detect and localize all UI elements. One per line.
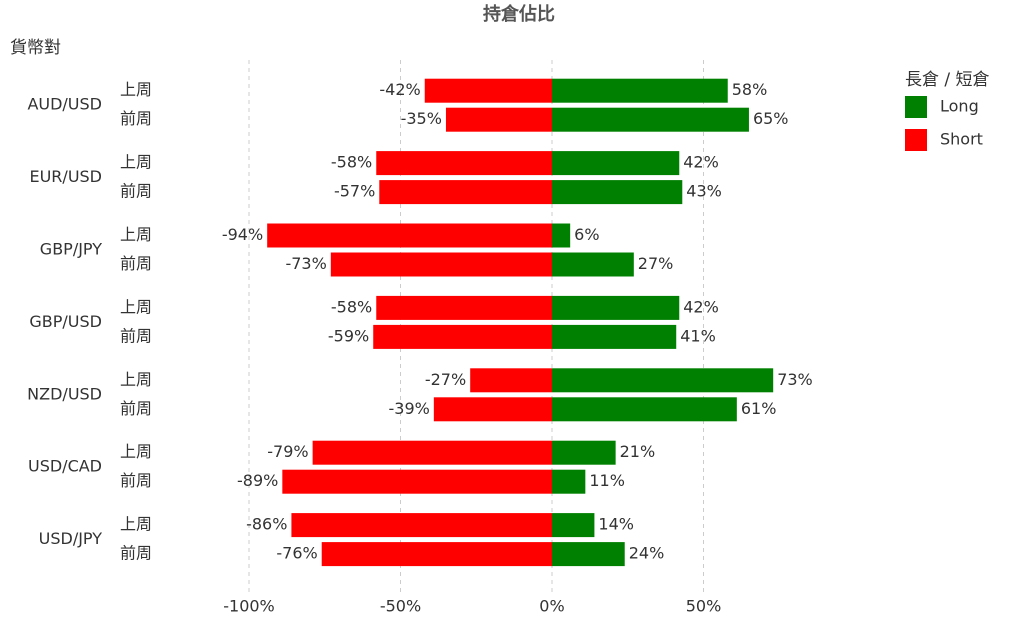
value-label: 42% [683,153,719,172]
period-label: 上周 [120,442,152,461]
bar [373,324,552,349]
period-label: 上周 [120,80,152,99]
x-tick-label: 50% [686,597,722,616]
bar [424,78,552,103]
period-label: 前周 [120,182,152,201]
bar [552,180,683,205]
bar [552,151,680,176]
value-label: 24% [629,544,665,563]
x-tick-label: -100% [223,597,275,616]
value-label: -59% [328,326,369,345]
value-label: -94% [222,225,263,244]
value-label: 73% [777,370,813,389]
category-label: AUD/USD [27,95,102,114]
category-label: EUR/USD [29,167,102,186]
x-tick-label: -50% [380,597,421,616]
period-label: 前周 [120,471,152,490]
value-label: -27% [425,370,466,389]
bar [552,223,571,248]
period-label: 前周 [120,544,152,563]
value-label: -79% [267,442,308,461]
bar [312,440,552,465]
value-label: -58% [331,297,372,316]
value-label: -73% [285,254,326,273]
legend-title: 長倉 / 短倉 [905,70,990,90]
bar [376,151,552,176]
bar [433,397,552,422]
value-label: -58% [331,153,372,172]
bar [552,78,728,103]
period-label: 上周 [120,153,152,172]
value-label: 42% [683,297,719,316]
bar [445,107,552,132]
value-label: -42% [379,80,420,99]
value-label: 65% [753,109,789,128]
legend-swatch [905,129,927,151]
bar [321,542,552,567]
period-label: 前周 [120,399,152,418]
period-label: 前周 [120,109,152,128]
value-label: 61% [741,399,777,418]
legend-label: Long [940,97,979,116]
value-label: 43% [686,182,722,201]
bar [282,469,552,494]
period-label: 前周 [120,326,152,345]
bar [552,397,737,422]
period-label: 上周 [120,225,152,244]
period-label: 上周 [120,370,152,389]
value-label: -89% [237,471,278,490]
bar [552,542,625,567]
category-label: USD/CAD [28,457,102,476]
category-label: NZD/USD [27,384,102,403]
value-label: 27% [638,254,674,273]
bar [552,368,774,393]
bar [376,295,552,320]
category-label: GBP/USD [29,312,102,331]
value-label: -57% [334,182,375,201]
value-label: 21% [620,442,656,461]
value-label: -35% [401,109,442,128]
period-label: 前周 [120,254,152,273]
bar [291,513,552,538]
bar [552,107,749,132]
chart-title: 持倉佔比 [483,3,555,25]
bar [552,440,616,465]
period-label: 上周 [120,515,152,534]
value-label: 11% [589,471,625,490]
value-label: 6% [574,225,599,244]
bar [330,252,552,277]
value-label: 58% [732,80,768,99]
bar [470,368,552,393]
bar [552,513,595,538]
value-label: -86% [246,515,287,534]
legend-label: Short [940,130,983,149]
category-label: USD/JPY [39,529,103,548]
y-axis-title: 貨幣對 [10,38,61,58]
value-label: 41% [680,326,716,345]
bar [379,180,552,205]
value-label: -39% [388,399,429,418]
bar [267,223,552,248]
value-label: 14% [598,515,634,534]
value-label: -76% [276,544,317,563]
bar [552,252,634,277]
bar [552,469,586,494]
category-label: GBP/JPY [40,240,102,259]
legend-swatch [905,96,927,118]
bar [552,324,677,349]
period-label: 上周 [120,297,152,316]
x-tick-label: 0% [539,597,564,616]
bar [552,295,680,320]
